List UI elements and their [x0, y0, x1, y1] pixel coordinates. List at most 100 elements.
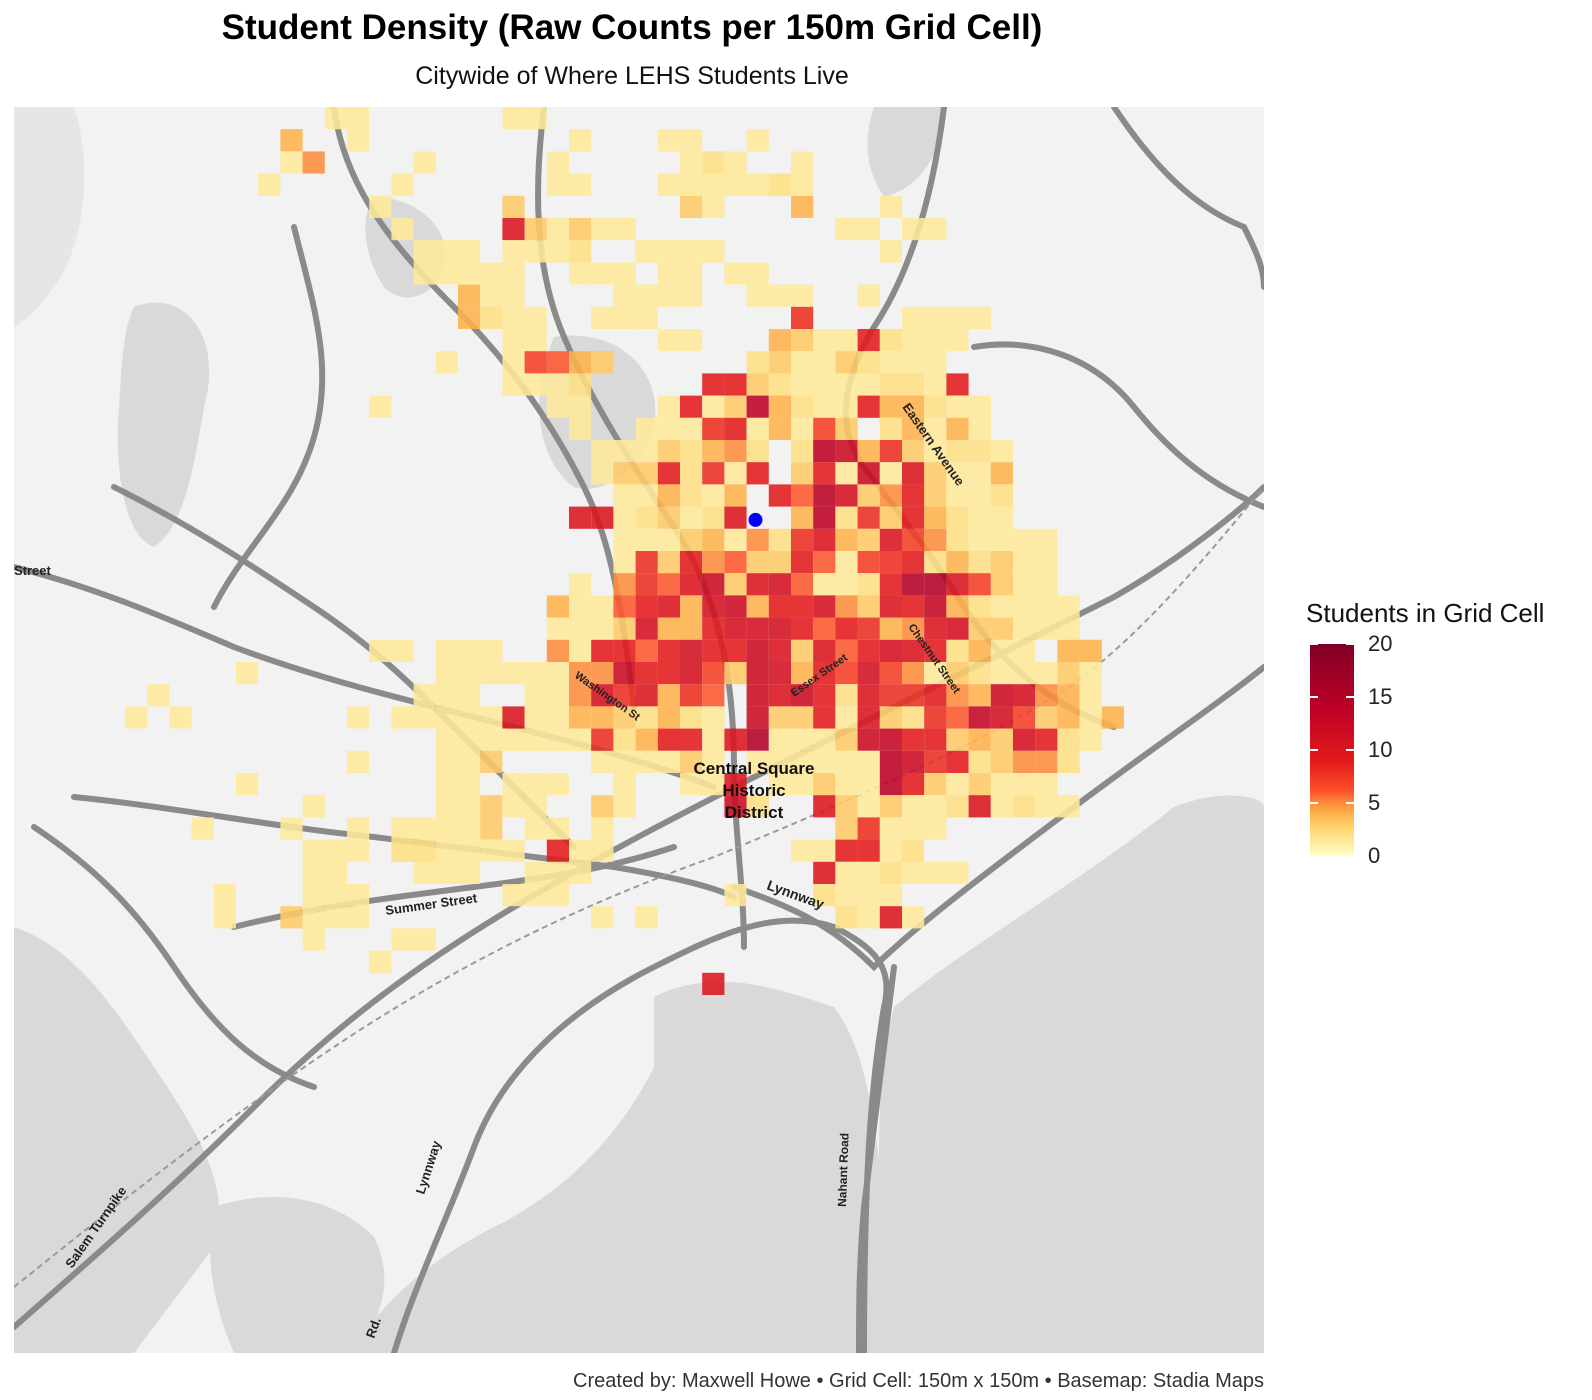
grid-cell	[990, 440, 1013, 463]
park-area	[14, 107, 85, 327]
grid-cell	[591, 906, 614, 929]
school-location-marker[interactable]	[748, 512, 763, 527]
grid-cell	[924, 817, 947, 840]
grid-cell	[546, 218, 569, 241]
grid-cell	[990, 462, 1013, 485]
grid-cell	[946, 706, 969, 729]
grid-cell	[546, 395, 569, 418]
grid-cell	[702, 662, 725, 685]
grid-cell	[569, 395, 592, 418]
grid-cell	[835, 484, 858, 507]
grid-cell	[502, 306, 525, 329]
grid-cell	[968, 395, 991, 418]
grid-cell	[746, 528, 769, 551]
grid-cell	[613, 306, 636, 329]
grid-cell	[879, 750, 902, 773]
grid-cell	[191, 817, 214, 840]
grid-cell	[502, 329, 525, 352]
grid-cell	[791, 617, 814, 640]
grid-cell	[946, 484, 969, 507]
grid-cell	[879, 617, 902, 640]
grid-cell	[902, 373, 925, 396]
grid-cell	[657, 129, 680, 152]
grid-cell	[968, 440, 991, 463]
grid-cell	[835, 218, 858, 241]
rail-line	[14, 486, 1264, 1288]
grid-cell	[502, 373, 525, 396]
grid-cell	[946, 306, 969, 329]
rail-layer	[14, 486, 1264, 1288]
grid-cell	[902, 506, 925, 529]
grid-cell	[768, 639, 791, 662]
grid-cell	[169, 706, 192, 729]
grid-cell	[502, 195, 525, 218]
grid-cell	[413, 817, 436, 840]
grid-cell	[480, 706, 503, 729]
grid-cell	[546, 706, 569, 729]
grid-cell	[746, 551, 769, 574]
grid-cell	[591, 684, 614, 707]
grid-cell	[946, 595, 969, 618]
grid-cell	[324, 861, 347, 884]
grid-cell	[968, 528, 991, 551]
grid-cell	[613, 484, 636, 507]
grid-cell	[902, 684, 925, 707]
grid-cell	[391, 706, 414, 729]
grid-cell	[302, 861, 325, 884]
grid-cell	[569, 173, 592, 196]
grid-cell	[924, 484, 947, 507]
grid-cell	[990, 506, 1013, 529]
grid-cell	[635, 639, 658, 662]
grid-cell	[924, 861, 947, 884]
grid-cell	[1079, 662, 1102, 685]
grid-cell	[1035, 551, 1058, 574]
grid-cell	[324, 107, 347, 130]
grid-cell	[768, 773, 791, 796]
grid-cell	[791, 839, 814, 862]
grid-cell	[835, 329, 858, 352]
grid-cell	[569, 684, 592, 707]
grid-cell	[435, 861, 458, 884]
grid-cell	[680, 639, 703, 662]
place-label-line-1: Central Square	[694, 759, 815, 778]
grid-cell	[791, 662, 814, 685]
grid-cell	[502, 262, 525, 285]
grid-cell	[902, 528, 925, 551]
grid-cell	[702, 240, 725, 263]
grid-cell	[924, 595, 947, 618]
grid-cell	[791, 373, 814, 396]
legend-tick-label: 20	[1368, 631, 1393, 656]
grid-cell	[813, 373, 836, 396]
map-canvas[interactable]: Street Summer Street Lynnway Lynnway Sal…	[14, 107, 1264, 1353]
grid-cell	[435, 240, 458, 263]
grid-cell	[724, 506, 747, 529]
grid-cell	[569, 595, 592, 618]
grid-cell	[746, 129, 769, 152]
grid-cell	[347, 107, 370, 130]
grid-cell	[702, 506, 725, 529]
northeast-water	[867, 107, 944, 197]
grid-cell	[1013, 706, 1036, 729]
grid-cell	[879, 528, 902, 551]
grid-cell	[702, 417, 725, 440]
grid-cell	[480, 639, 503, 662]
grid-cell	[591, 728, 614, 751]
grid-cell	[302, 906, 325, 929]
grid-cell	[879, 706, 902, 729]
grid-cell	[990, 706, 1013, 729]
grid-cell	[746, 728, 769, 751]
grid-cell	[902, 617, 925, 640]
grid-cell	[724, 795, 747, 818]
color-legend: Students in Grid Cell 20 15 10 5 0	[1306, 598, 1592, 878]
grid-cell	[435, 351, 458, 374]
grid-cell	[902, 462, 925, 485]
grid-cell	[879, 484, 902, 507]
grid-cell	[458, 662, 481, 685]
grid-cell	[480, 284, 503, 307]
grid-cell	[591, 462, 614, 485]
grid-cell	[391, 173, 414, 196]
map-panel[interactable]: Street Summer Street Lynnway Lynnway Sal…	[14, 107, 1264, 1353]
grid-cell	[857, 329, 880, 352]
grid-cell	[657, 573, 680, 596]
grid-cell	[1057, 795, 1080, 818]
